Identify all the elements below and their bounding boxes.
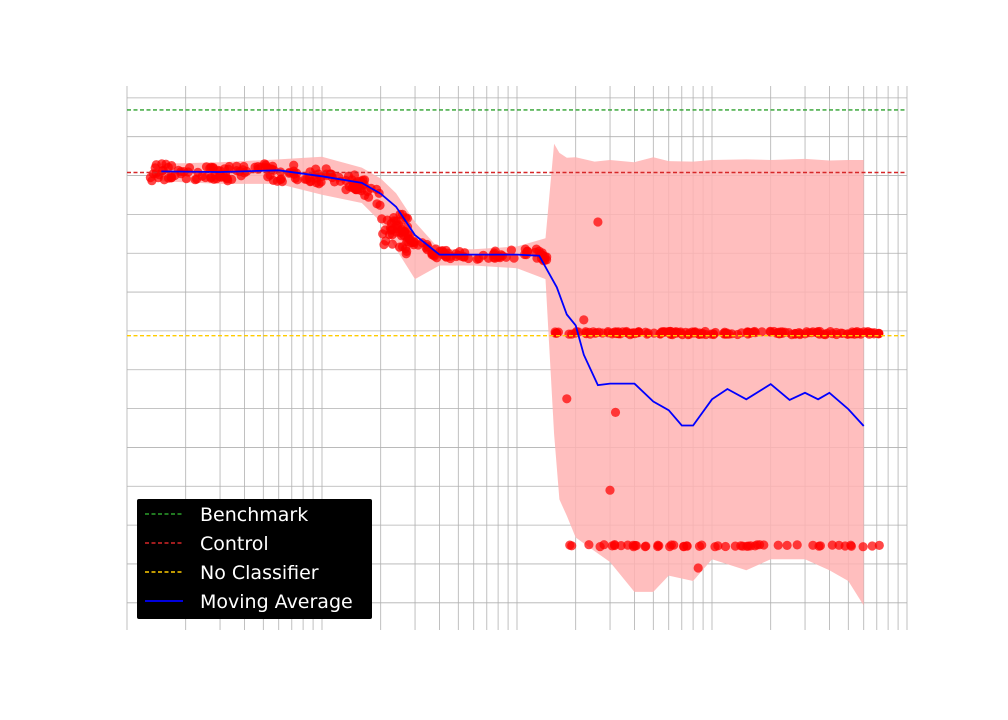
scatter-point [401, 213, 411, 223]
legend-entry-control: Control [145, 533, 269, 555]
scatter-point [206, 172, 216, 182]
scatter-point [815, 541, 826, 551]
legend-entry-no-classifier: No Classifier [145, 562, 319, 584]
variance-band [161, 143, 864, 606]
scatter-point [266, 164, 277, 174]
scatter-point [745, 328, 755, 338]
scatter-point [474, 254, 484, 264]
scatter-point-outlier [579, 315, 589, 325]
scatter-point [834, 540, 844, 550]
scatter-point-outlier [593, 217, 603, 227]
scatter-point [858, 542, 868, 552]
scatter-point [787, 330, 797, 340]
scatter-point [627, 329, 637, 339]
reference-lines [127, 109, 907, 337]
scatter-point [641, 327, 651, 337]
scatter-point [520, 244, 530, 254]
scatter-point [743, 541, 754, 551]
scatter-point [392, 221, 402, 231]
scatter-point [665, 326, 675, 336]
scatter-point [151, 160, 161, 170]
scatter-point [377, 214, 387, 224]
scatter-point [565, 540, 575, 550]
scatter-point [708, 329, 718, 339]
scatter-point [755, 540, 765, 550]
scatter-point-outlier [562, 394, 572, 404]
scatter-point [795, 329, 805, 340]
scatter-point [163, 162, 173, 172]
legend-entry-benchmark: Benchmark [145, 504, 308, 526]
scatter-point [720, 328, 730, 339]
scatter-point [808, 327, 818, 337]
scatter-point [666, 540, 677, 550]
legend-background [137, 499, 372, 619]
scatter-point [623, 540, 633, 550]
scatter-point [459, 252, 469, 262]
scatter-point [405, 235, 415, 245]
scatter-point [585, 329, 595, 339]
legend-label-moving-average: Moving Average [200, 591, 353, 613]
scatter-point [166, 171, 176, 181]
scatter-point [874, 540, 884, 551]
scatter-point [145, 173, 155, 183]
scatter-point [682, 541, 692, 551]
scatter-point [387, 239, 397, 249]
scatter-point [867, 541, 877, 551]
scatter-point [509, 253, 519, 263]
scatter-point [607, 541, 617, 551]
scatter-point [275, 175, 286, 185]
scatter-point [654, 541, 664, 551]
scatter-point [595, 542, 605, 552]
scatter-point-outlier [610, 407, 621, 417]
legend-label-control: Control [200, 533, 269, 555]
legend: Benchmark Control No Classifier Moving A… [137, 499, 372, 619]
scatter-point [347, 183, 357, 193]
scatter-point [153, 173, 163, 183]
scatter-point [219, 172, 229, 182]
scatter-point [792, 540, 802, 550]
scatter-point [305, 177, 315, 187]
scatter-point-outlier [605, 485, 615, 495]
legend-entry-moving-average: Moving Average [145, 591, 353, 613]
scatter-point [874, 328, 884, 338]
scatter-point [550, 327, 560, 337]
scatter-point [616, 541, 626, 551]
scatter-point-outlier [693, 563, 703, 573]
scatter-point [292, 175, 302, 185]
scatter-point [201, 162, 212, 172]
scatter-point [720, 541, 731, 552]
scatter-point [375, 200, 385, 210]
scatter-point [847, 328, 858, 339]
scatter-point [655, 329, 665, 339]
scatter-point [769, 326, 779, 337]
scatter-point [641, 541, 651, 551]
scatter-point [239, 161, 249, 172]
scatter-point [391, 227, 402, 237]
scatter-point [534, 246, 544, 256]
scatter-point [730, 541, 740, 551]
scatter-point [208, 163, 218, 173]
legend-label-benchmark: Benchmark [200, 504, 308, 526]
moving-average-line [161, 169, 865, 427]
scatter-point [782, 540, 792, 551]
scatter-point [827, 540, 837, 550]
scatter-point [773, 540, 783, 550]
scatter-point [607, 329, 617, 339]
scatter-point [697, 328, 707, 338]
legend-label-no-classifier: No Classifier [200, 562, 319, 584]
scatter-point [268, 175, 278, 185]
scatter-point [584, 540, 594, 550]
scatter-point [710, 542, 720, 552]
scatter-point [224, 161, 234, 172]
scatter-point [694, 541, 705, 551]
scatter-point [808, 540, 818, 550]
scatter-point [394, 242, 405, 252]
scatter-point [689, 327, 700, 337]
scatter-point [400, 227, 410, 237]
scatter-point [846, 540, 856, 550]
scatter-point [497, 251, 507, 261]
scatter-point [506, 245, 516, 255]
